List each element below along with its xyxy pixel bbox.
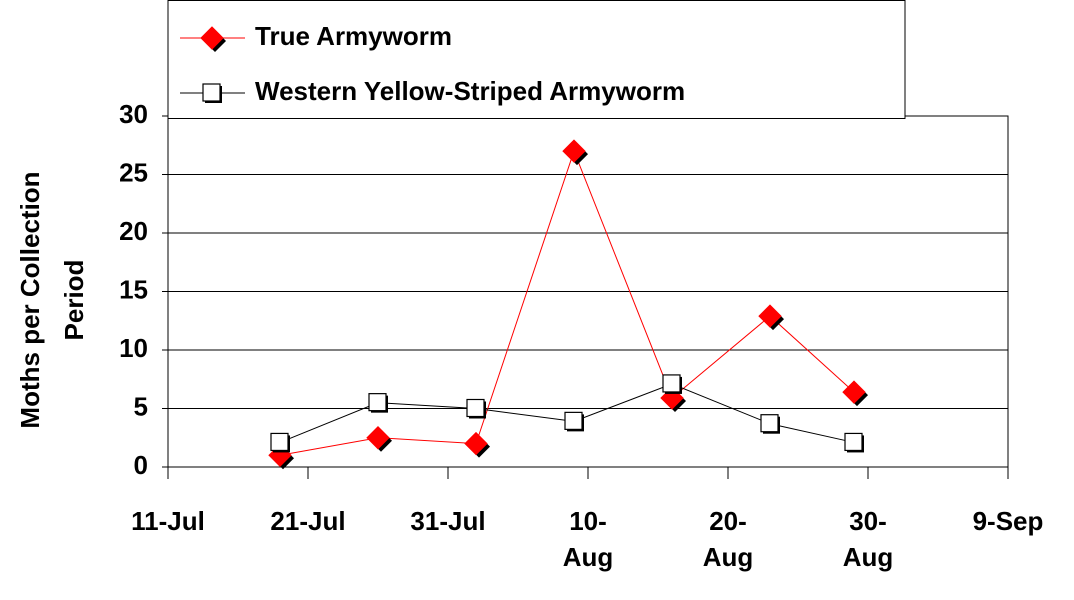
data-point (270, 432, 290, 453)
legend (167, 0, 906, 119)
y-tick-label: 10 (119, 333, 148, 363)
data-point (368, 393, 388, 413)
legend-label: True Armyworm (255, 21, 452, 51)
y-tick-label: 0 (134, 450, 148, 480)
data-point (760, 414, 780, 434)
data-point (662, 374, 682, 394)
x-tick-label: 20-Aug (702, 506, 754, 572)
marker-shape (842, 380, 866, 404)
data-point (366, 426, 392, 452)
marker-shape (758, 304, 782, 328)
marker-shape (270, 432, 289, 452)
marker-shape (464, 431, 488, 456)
y-tick-label: 15 (119, 274, 148, 304)
marker-shape (202, 83, 221, 102)
legend-marker (200, 26, 226, 52)
x-tick-label: 31-Jul (410, 506, 486, 536)
marker-shape (564, 411, 583, 430)
data-point (464, 431, 490, 458)
marker-shape (662, 374, 681, 393)
y-axis-label: Moths per Collection Period (15, 171, 89, 429)
data-point (466, 398, 486, 419)
y-tick-label: 20 (119, 216, 148, 246)
x-tick-label: 21-Jul (270, 506, 346, 536)
legend-marker (202, 83, 222, 103)
x-tick-label: 9-Sep (972, 506, 1044, 536)
marker-shape (368, 393, 387, 412)
marker-shape (200, 26, 224, 50)
x-tick-label: 11-Jul (131, 506, 205, 536)
y-tick-label: 30 (119, 99, 148, 129)
data-point (844, 432, 864, 453)
x-tick-label: 30-Aug (842, 506, 894, 572)
legend-label: Western Yellow-Striped Armyworm (255, 76, 685, 106)
marker-shape (760, 414, 779, 433)
data-point (562, 139, 588, 166)
data-point (564, 411, 584, 432)
marker-shape (844, 432, 863, 452)
marker-shape (562, 139, 586, 163)
data-point (758, 304, 784, 331)
x-tick-label: 10-Aug (562, 506, 614, 572)
y-tick-label: 25 (119, 157, 148, 187)
marker-shape (466, 398, 485, 418)
y-tick-label: 5 (134, 391, 148, 421)
marker-shape (366, 426, 390, 450)
data-point (842, 380, 868, 407)
